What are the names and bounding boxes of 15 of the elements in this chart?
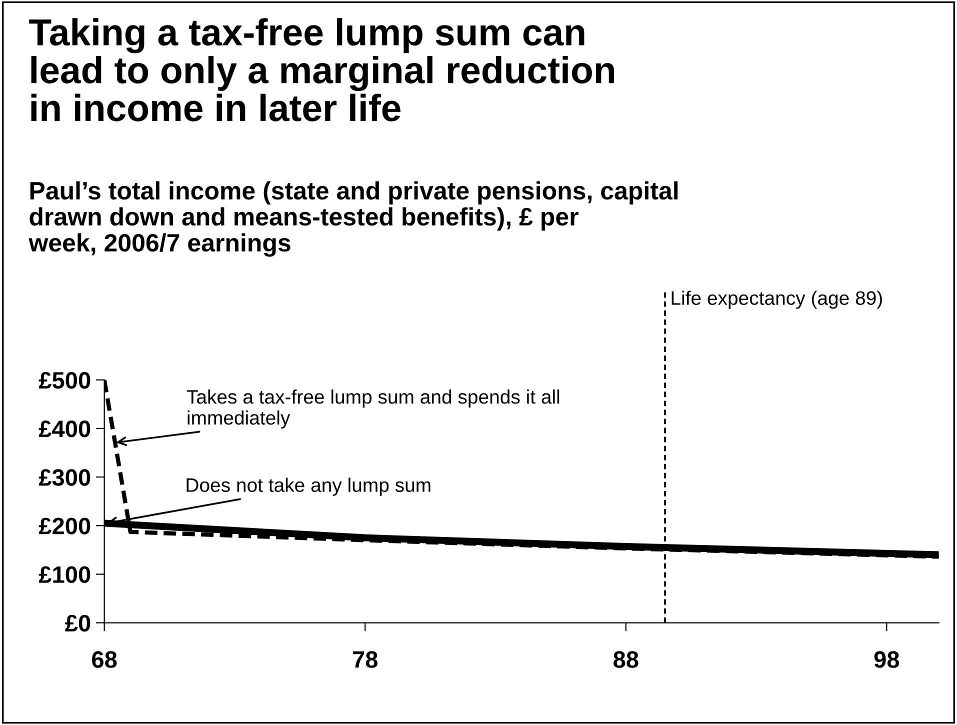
y-tick-label: £0 [65, 614, 90, 632]
y-tick-label: £300 [38, 469, 90, 486]
chart-subtitle: Paul’s total income (state and private pensions, capital drawn down and means-tested benefits), £ per week, 2006/7 earnings [28, 181, 678, 257]
chart-title: Taking a tax-free lump sum can lead to only a marginal reduction in income in later life [29, 18, 614, 122]
ref-line-label: Life expectancy (age 89) [672, 290, 882, 309]
y-tick-label: £100 [38, 566, 90, 583]
annotation: Takes a tax-free lump sum and spends it all immediately [186, 390, 560, 429]
x-tick-label: 68 [92, 651, 117, 668]
y-tick-label: £200 [38, 518, 90, 534]
x-tick-label: 98 [874, 651, 900, 668]
annotation: Does not take any lump sum [186, 478, 430, 496]
y-tick-label: £400 [38, 420, 90, 438]
y-tick-label: £500 [38, 372, 90, 389]
x-tick-label: 78 [352, 651, 378, 668]
x-tick-label: 88 [613, 651, 638, 668]
